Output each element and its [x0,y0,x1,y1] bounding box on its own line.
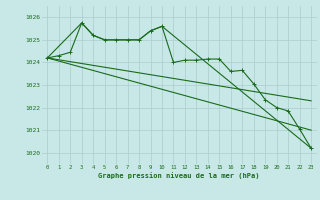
X-axis label: Graphe pression niveau de la mer (hPa): Graphe pression niveau de la mer (hPa) [99,172,260,179]
